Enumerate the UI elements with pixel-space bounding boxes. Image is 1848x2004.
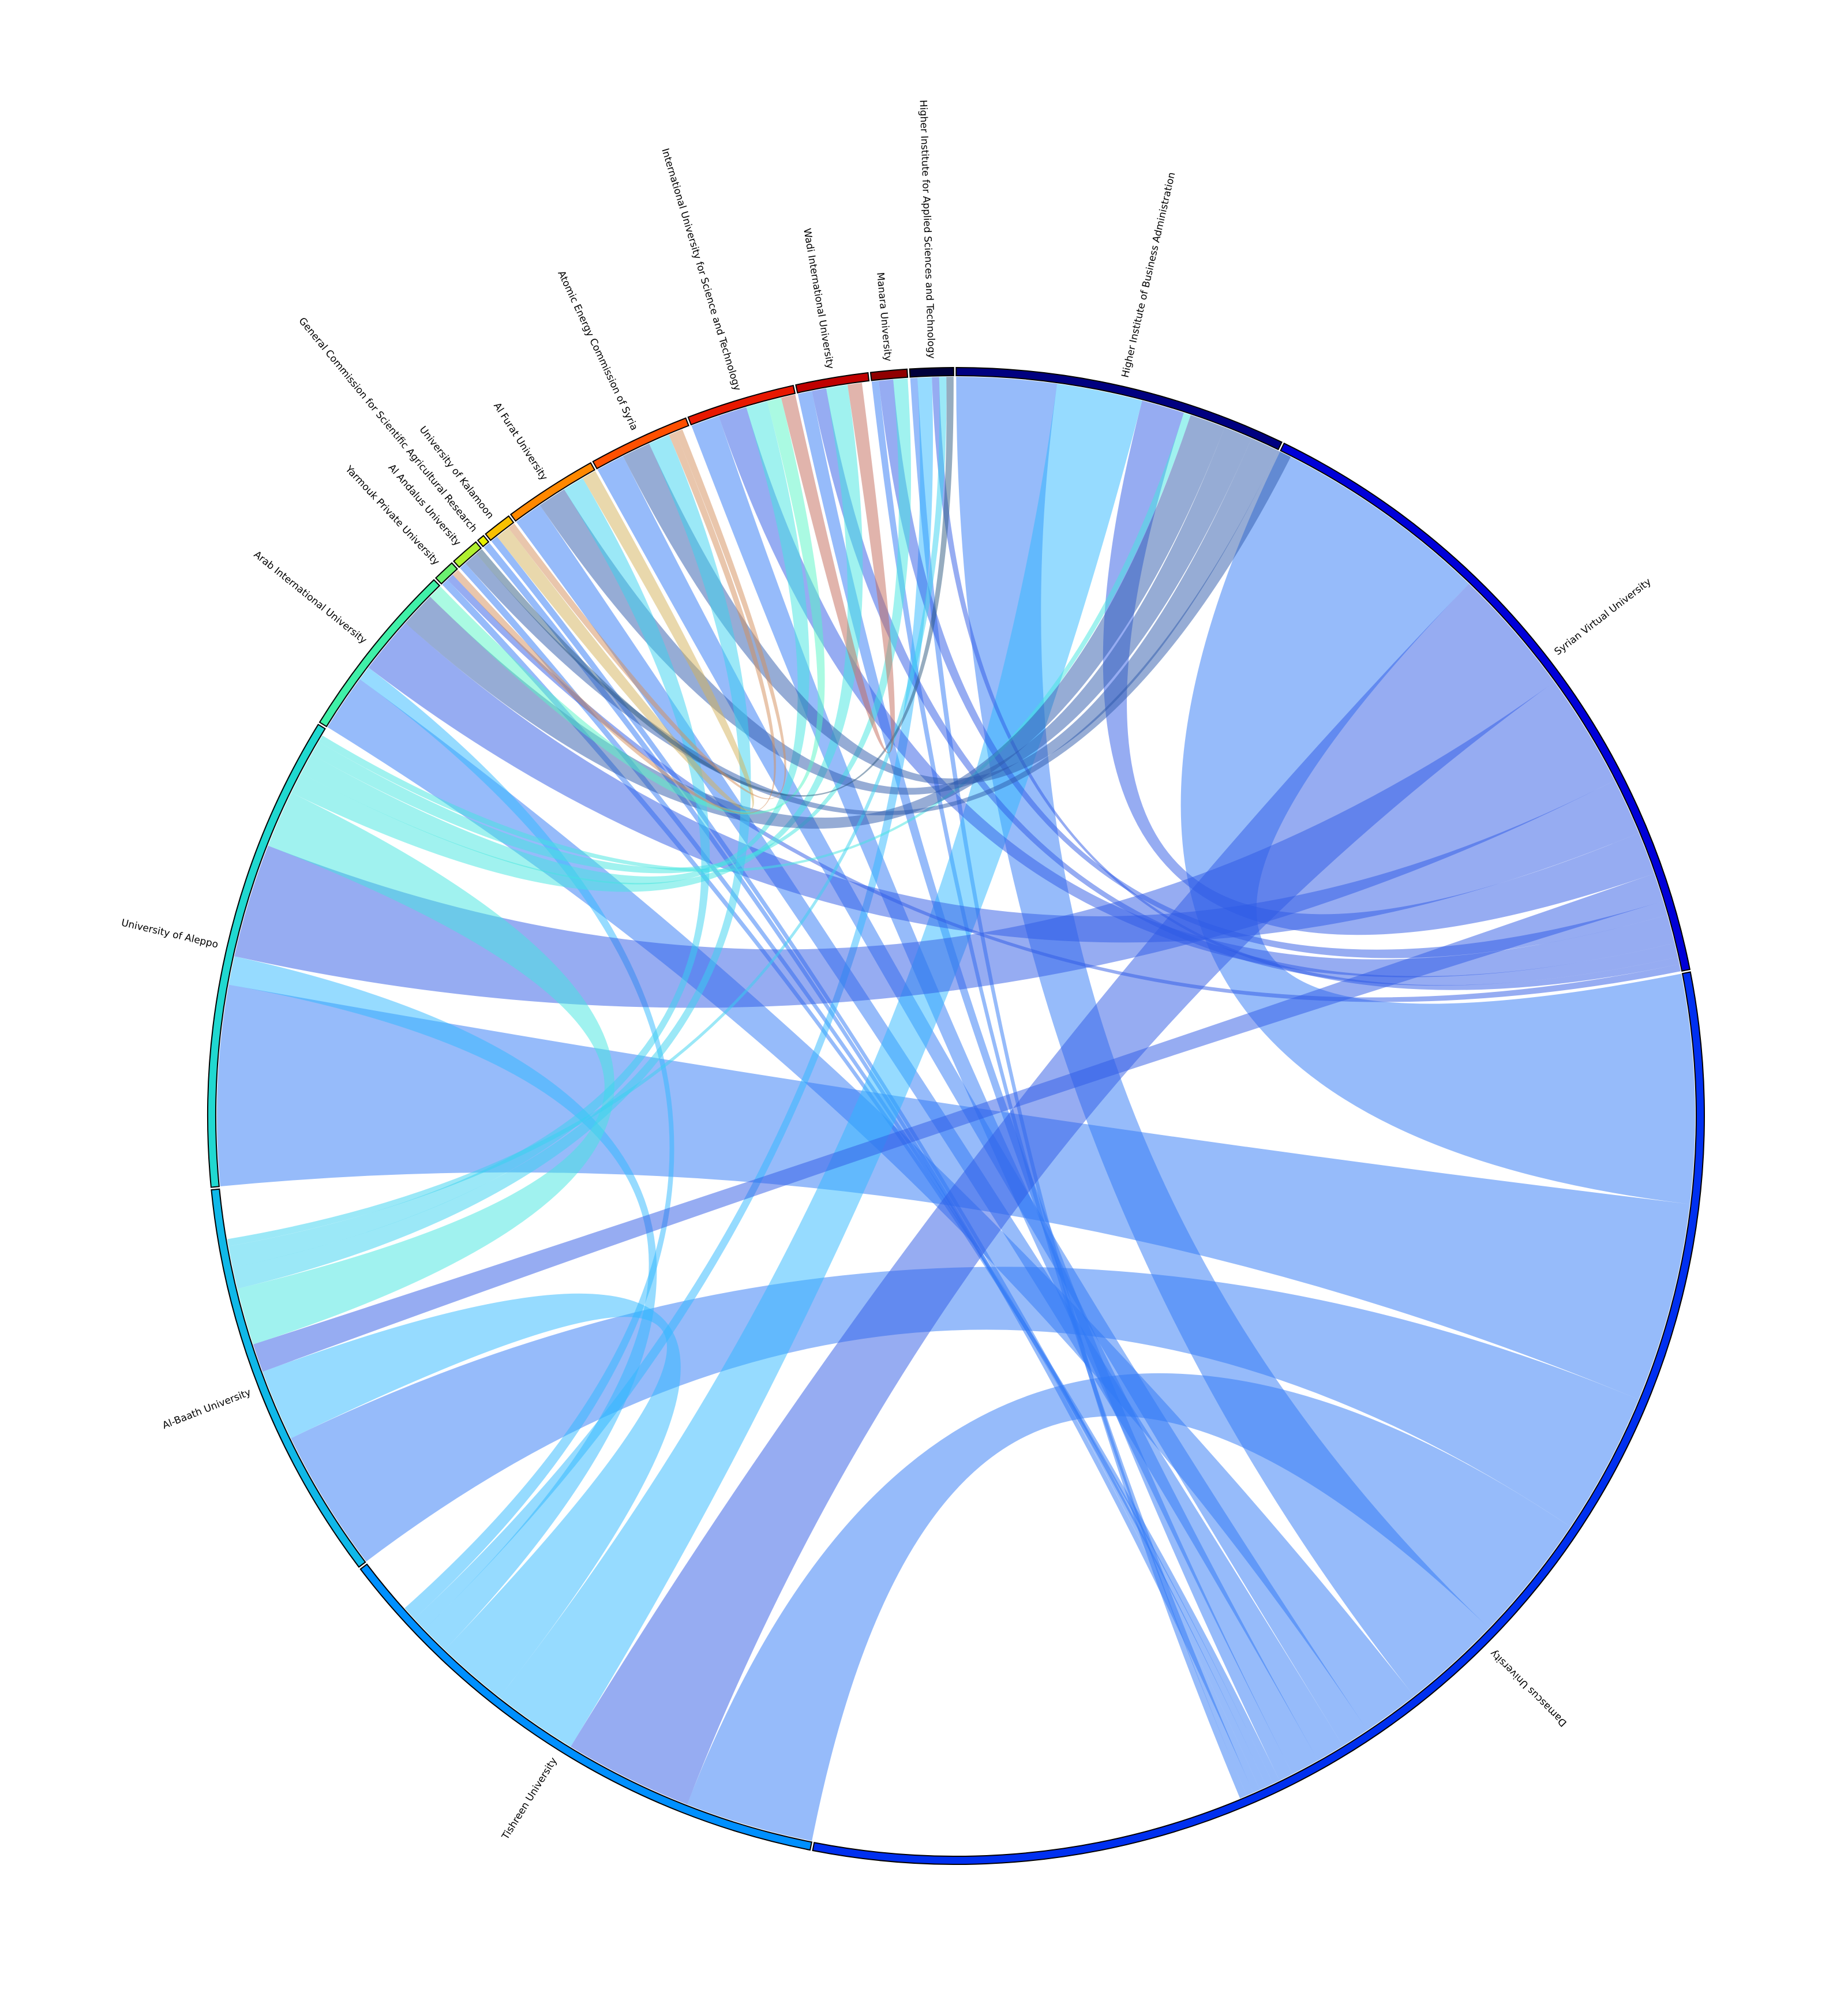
- label-arab-international-university: Arab International University: [252, 549, 369, 646]
- ribbon-syrian-virtual-university-to-university-of-aleppo: [234, 681, 1615, 1008]
- ribbon-university-of-kalamoon-to-atomic-energy-commission-of-syria: [508, 429, 786, 799]
- arc-manara-university: [869, 368, 909, 381]
- arc-arab-international-university: [318, 579, 441, 728]
- ribbon-university-of-kalamoon-to-al-furat-university: [497, 471, 754, 811]
- arc-al-furat-university: [509, 462, 595, 522]
- arc-tishreen-university: [359, 1563, 813, 1851]
- ribbon-al-baath-university-to-atomic-energy-commission-of-syria: [233, 434, 751, 1289]
- ribbon-university-of-aleppo-to-international-university-for-science-and-technology: [301, 401, 809, 885]
- label-damascus-university: Damascus University: [1488, 1647, 1569, 1729]
- ribbon-damascus-university-to-international-university-for-science-and-technology: [691, 415, 1318, 1774]
- arc-university-of-aleppo: [207, 724, 326, 1188]
- ribbon-tishreen-university-to-higher-institute-of-business-administration: [499, 384, 1142, 1747]
- label-higher-institute-for-applied-sciences-and-technology: Higher Institute for Applied Sciences an…: [917, 100, 938, 359]
- ribbon-university-of-aleppo-to-al-baath-university: [237, 792, 614, 1344]
- ribbon-syrian-virtual-university-to-wadi-international-university: [812, 388, 1678, 986]
- label-manara-university: Manara University: [874, 272, 894, 362]
- arc-general-commission-for-scientific-agricultural-research: [477, 534, 490, 548]
- arc-wadi-international-university: [795, 372, 870, 394]
- label-syrian-virtual-university: Syrian Virtual University: [1553, 576, 1654, 658]
- ribbon-syrian-virtual-university-to-higher-institute-of-business-administration: [1103, 400, 1655, 935]
- ribbon-tishreen-university-to-al-baath-university: [263, 1293, 681, 1698]
- arc-higher-institute-for-applied-sciences-and-technology: [909, 367, 954, 378]
- ribbon-tishreen-university-to-arab-international-university: [359, 667, 674, 1619]
- label-higher-institute-of-business-administration: Higher Institute of Business Administrat…: [1120, 171, 1178, 379]
- ribbon-tishreen-university-to-syrian-virtual-university: [571, 583, 1554, 1805]
- arc-ring: [207, 366, 1705, 1865]
- ribbon-international-university-for-science-and-technology-to-wadi-international-university: [781, 383, 895, 754]
- label-tishreen-university: Tishreen University: [500, 1755, 560, 1842]
- arc-yarmouk-private-university: [434, 562, 458, 585]
- label-atomic-energy-commission-of-syria: Atomic Energy Commission of Syria: [555, 269, 640, 432]
- label-international-university-for-science-and-technology: International University for Science and…: [659, 147, 743, 392]
- ribbon-damascus-university-to-higher-institute-of-business-administration: [956, 377, 1489, 1696]
- arc-syrian-virtual-university: [1280, 442, 1691, 972]
- label-university-of-aleppo: University of Aleppo: [120, 917, 219, 950]
- ribbon-layer: [217, 377, 1696, 1841]
- arc-damascus-university: [812, 971, 1705, 1865]
- arc-al-baath-university: [211, 1188, 366, 1568]
- arc-atomic-energy-commission-of-syria: [592, 417, 689, 470]
- ribbon-damascus-university-to-syrian-virtual-university: [1180, 451, 1696, 1204]
- ribbon-damascus-university-to-arab-international-university: [327, 679, 1414, 1730]
- label-al-baath-university: Al-Baath University: [161, 1387, 253, 1432]
- ribbon-higher-institute-of-business-administration-to-atomic-energy-commission-of-syria: [623, 438, 1278, 785]
- ribbon-arab-international-university-to-international-university-for-science-and-technology: [430, 398, 825, 815]
- label-wadi-international-university: Wadi International University: [801, 227, 836, 370]
- arc-higher-institute-of-business-administration: [955, 366, 1283, 451]
- label-al-furat-university: Al Furat University: [491, 400, 550, 482]
- arc-al-andalus-university: [453, 541, 482, 568]
- arc-international-university-for-science-and-technology: [687, 384, 796, 426]
- arc-university-of-kalamoon: [485, 515, 515, 541]
